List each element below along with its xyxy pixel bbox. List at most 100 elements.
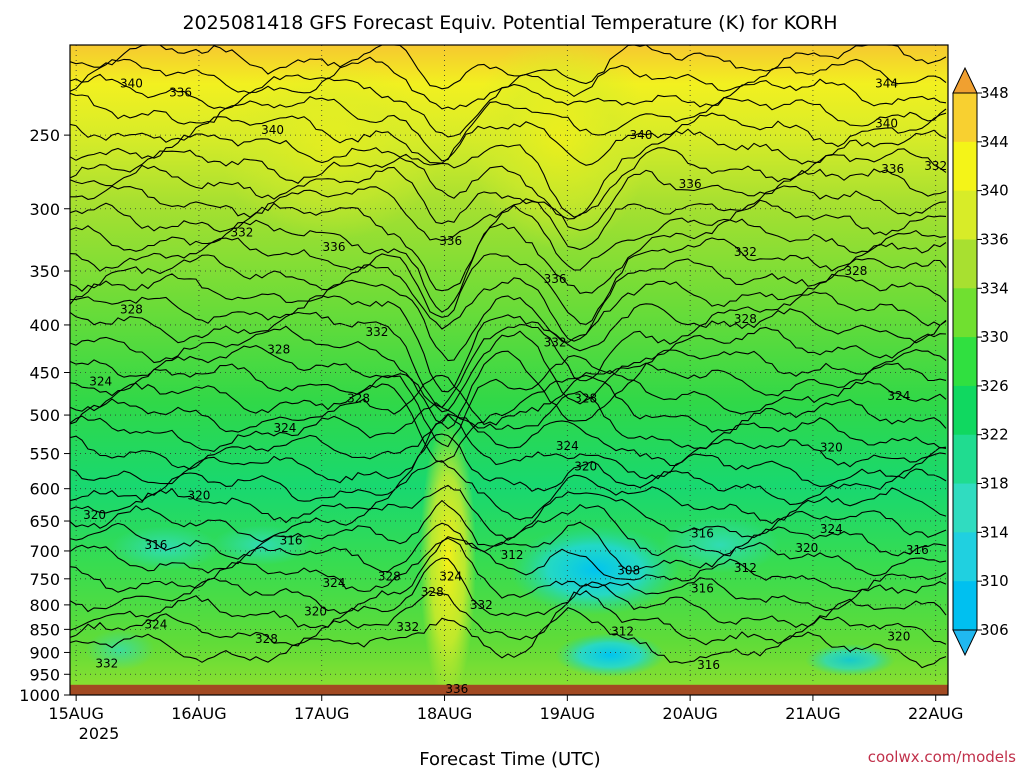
- contour-label: 328: [255, 632, 278, 646]
- contour-label: 336: [169, 86, 192, 100]
- gridlines: [70, 45, 948, 695]
- colorbar-label: 310: [980, 572, 1009, 590]
- contour-label: 324: [556, 439, 579, 453]
- colorbar-segment: [953, 288, 977, 338]
- contour-line: [70, 308, 947, 409]
- x-tick-label: 21AUG: [785, 704, 840, 723]
- x-tick-label: 16AUG: [171, 704, 226, 723]
- contour-line: [70, 607, 947, 669]
- contour-label: 332: [470, 598, 493, 612]
- warm-upper-16aug: [220, 60, 440, 240]
- contour-label: 324: [323, 576, 346, 590]
- plot-area: [70, 45, 948, 695]
- y-tick-label: 900: [29, 643, 60, 662]
- y-tick-label: 300: [29, 200, 60, 219]
- contour-label: 336: [439, 234, 462, 248]
- contour-label: 332: [95, 657, 118, 671]
- colorbar-label: 330: [980, 328, 1009, 346]
- contour-line: [70, 128, 947, 218]
- contour-line: [70, 291, 947, 393]
- contour-line: [70, 325, 947, 413]
- contour-label: 332: [366, 325, 389, 339]
- y-tick-label: 550: [29, 445, 60, 464]
- colorbar-over-arrow: [952, 66, 978, 94]
- y-tick-label: 650: [29, 512, 60, 531]
- y-tick-label: 350: [29, 262, 60, 281]
- contour-label: 328: [120, 303, 143, 317]
- contour-line: [70, 433, 947, 506]
- plot-frame: [69, 44, 949, 696]
- contour-line: [70, 369, 947, 463]
- contour-label: 328: [844, 264, 867, 278]
- contour-line: [70, 355, 947, 448]
- contour-label: 316: [691, 526, 714, 540]
- contour-label: 328: [734, 312, 757, 326]
- contour-label: 320: [83, 508, 106, 522]
- contour-label: 324: [89, 374, 112, 388]
- y-tick-label: 600: [29, 480, 60, 499]
- contour-label: 328: [574, 392, 597, 406]
- contour-line: [70, 590, 947, 647]
- colorbar-segment: [953, 385, 977, 436]
- contour-line: [70, 460, 947, 525]
- colorbar-segment: [953, 93, 977, 143]
- contour-line: [70, 499, 947, 560]
- cool-pocket-19aug-low: [555, 633, 665, 677]
- contour-label: 324: [145, 618, 168, 632]
- colorbar-segment: [953, 581, 977, 631]
- colorbar: 306 310 314 318 322 326 330 334 336 340 344 348: [952, 66, 1009, 657]
- colorbar-segment: [953, 337, 977, 387]
- x-tick-label: 15AUG: [48, 704, 103, 723]
- x-year-label: 2025: [79, 724, 120, 743]
- contour-label: 312: [501, 548, 524, 562]
- contour-label: 328: [421, 585, 444, 599]
- contour-line: [70, 92, 947, 162]
- contour-line: [70, 521, 947, 577]
- contour-line: [70, 273, 947, 362]
- colorbar-label: 344: [980, 133, 1009, 151]
- colorbar-frame: [952, 92, 978, 631]
- x-axis-label: Forecast Time (UTC): [419, 749, 600, 768]
- contour-label: 320: [574, 460, 597, 474]
- y-tick-label: 400: [29, 316, 60, 335]
- y-tick-label: 950: [29, 665, 60, 684]
- x-tick-label: 19AUG: [540, 704, 595, 723]
- cool-pocket-17aug: [212, 525, 312, 565]
- colorbar-segment: [953, 483, 977, 533]
- contour-label: 340: [120, 76, 143, 90]
- colorbar-segment: [953, 239, 977, 289]
- contour-label: 340: [875, 117, 898, 131]
- contour-label: 316: [280, 533, 303, 547]
- contour-line: [70, 254, 947, 342]
- colorbar-segment: [953, 434, 977, 485]
- y-tick-label: 1000: [19, 686, 60, 705]
- cool-pocket-19aug: [510, 525, 680, 615]
- contour-label: 336: [679, 177, 702, 191]
- contour-label: 336: [881, 162, 904, 176]
- colorbar-label: 306: [980, 621, 1009, 639]
- contour-label: 320: [304, 604, 327, 618]
- contour-line: [70, 185, 947, 251]
- contour-label: 320: [187, 488, 210, 502]
- contour-label: 312: [611, 625, 634, 639]
- x-tick-label: 20AUG: [662, 704, 717, 723]
- y-tick-label: 250: [29, 126, 60, 145]
- contour-line: [70, 147, 947, 220]
- colorbar-segment: [953, 190, 977, 240]
- contour-label: 328: [347, 392, 370, 406]
- contour-line: [70, 536, 947, 593]
- contour-label: 316: [145, 538, 168, 552]
- cool-pocket-16aug: [110, 526, 220, 570]
- y-tick-label: 500: [29, 406, 60, 425]
- contour-label: 332: [544, 336, 567, 350]
- y-tick-label: 700: [29, 542, 60, 561]
- y-tick-label: 450: [29, 364, 60, 383]
- contour-label: 332: [734, 245, 757, 259]
- colorbar-label: 326: [980, 377, 1009, 395]
- contour-line: [70, 199, 947, 292]
- y-tick-label: 800: [29, 596, 60, 615]
- colorbar-label: 334: [980, 279, 1009, 297]
- teal-pocket-15aug: [85, 630, 155, 670]
- contour-label: 324: [887, 389, 910, 403]
